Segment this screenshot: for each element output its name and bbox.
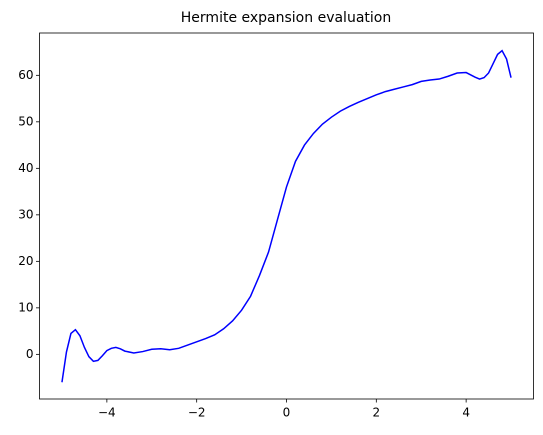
x-tick-label: −2 bbox=[188, 406, 206, 420]
line-series bbox=[61, 49, 512, 383]
y-tick-label: 40 bbox=[18, 161, 33, 175]
y-tick-label: 50 bbox=[18, 114, 33, 128]
y-tick-label: 0 bbox=[26, 347, 34, 361]
axes-frame bbox=[39, 32, 534, 400]
y-tick-label: 60 bbox=[18, 68, 33, 82]
x-tick-label: 2 bbox=[372, 406, 380, 420]
chart-title: Hermite expansion evaluation bbox=[181, 10, 391, 26]
x-tick-label: 0 bbox=[283, 406, 291, 420]
x-tick-label: 4 bbox=[462, 406, 470, 420]
y-tick-label: 20 bbox=[18, 254, 33, 268]
x-tick-label: −4 bbox=[98, 406, 116, 420]
y-tick-label: 10 bbox=[18, 300, 33, 314]
y-tick-label: 30 bbox=[18, 207, 33, 221]
